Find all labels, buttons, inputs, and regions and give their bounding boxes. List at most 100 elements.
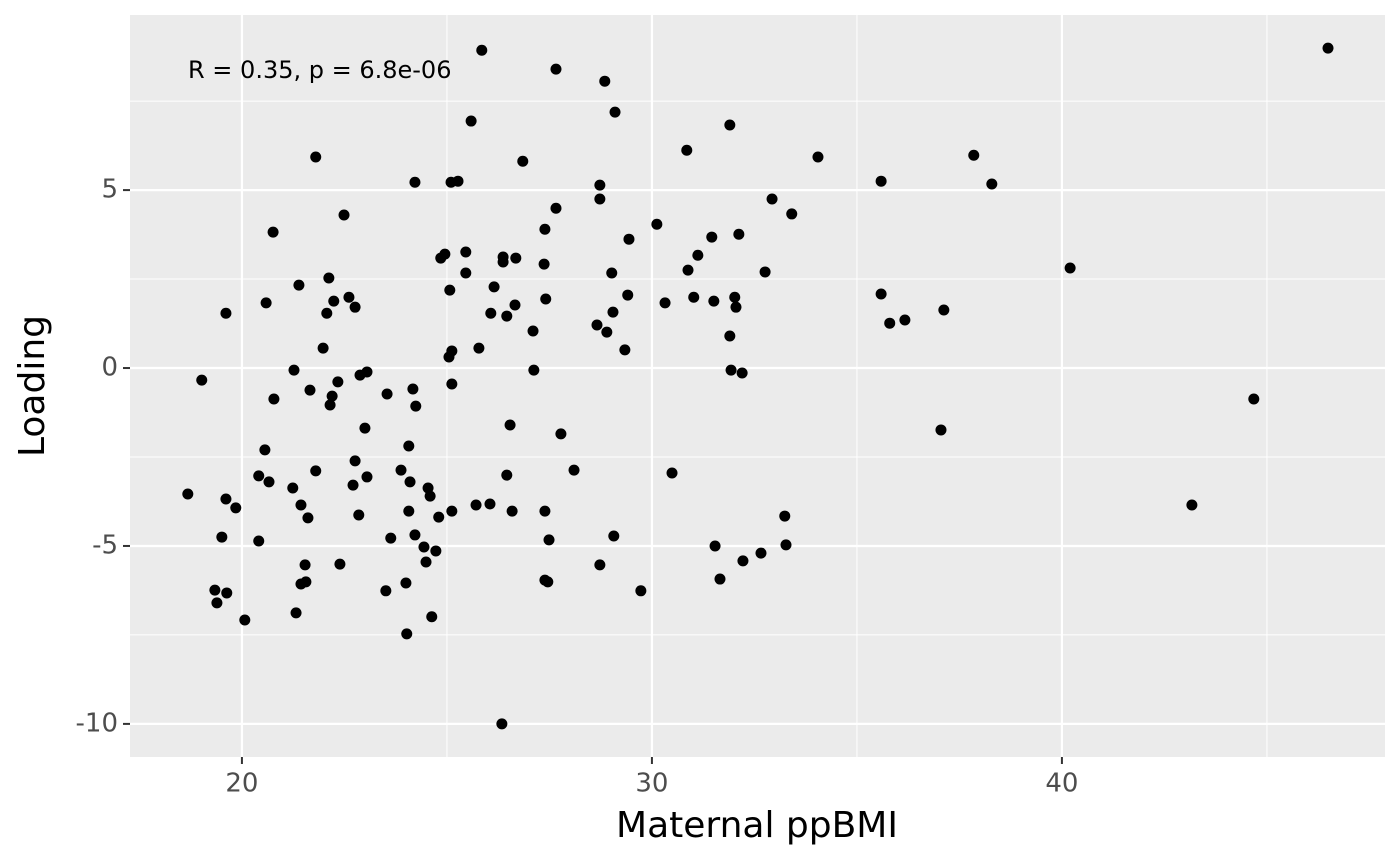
point xyxy=(659,297,671,309)
point xyxy=(601,326,613,338)
point xyxy=(426,611,438,623)
point xyxy=(465,115,477,127)
point xyxy=(935,424,947,436)
point xyxy=(968,149,980,161)
point xyxy=(470,499,482,511)
point xyxy=(875,288,887,300)
point xyxy=(594,559,606,571)
point xyxy=(497,256,509,268)
y-axis-title: Loading xyxy=(12,315,53,457)
point xyxy=(729,291,741,303)
point xyxy=(484,498,496,510)
point xyxy=(295,499,307,511)
points xyxy=(182,42,1334,730)
point xyxy=(310,465,322,477)
point xyxy=(430,545,442,557)
point xyxy=(476,44,488,56)
x-tick-label: 20 xyxy=(225,769,258,799)
point xyxy=(594,193,606,205)
point xyxy=(1186,499,1198,511)
point xyxy=(736,367,748,379)
point xyxy=(1248,393,1260,405)
point xyxy=(488,281,500,293)
point xyxy=(310,151,322,163)
point xyxy=(755,547,767,559)
point xyxy=(725,364,737,376)
point xyxy=(623,233,635,245)
point xyxy=(501,310,513,322)
point xyxy=(361,471,373,483)
point xyxy=(607,306,619,318)
point xyxy=(539,223,551,235)
point xyxy=(884,317,896,329)
point xyxy=(708,295,720,307)
point xyxy=(446,378,458,390)
point xyxy=(287,482,299,494)
point xyxy=(182,488,194,500)
point xyxy=(496,718,508,730)
point xyxy=(326,390,338,402)
point xyxy=(609,106,621,118)
point xyxy=(332,376,344,388)
point xyxy=(239,614,251,626)
point xyxy=(452,175,464,187)
point xyxy=(460,246,472,258)
point xyxy=(304,384,316,396)
point xyxy=(733,228,745,240)
point xyxy=(230,502,242,514)
point xyxy=(401,628,413,640)
point xyxy=(473,342,485,354)
point xyxy=(509,299,521,311)
point xyxy=(899,314,911,326)
x-tick-label: 40 xyxy=(1045,769,1078,799)
point xyxy=(714,573,726,585)
point xyxy=(439,248,451,260)
point xyxy=(986,178,998,190)
point xyxy=(446,345,458,357)
point xyxy=(409,529,421,541)
point xyxy=(343,291,355,303)
point xyxy=(409,176,421,188)
point xyxy=(568,464,580,476)
point xyxy=(812,151,824,163)
point xyxy=(651,218,663,230)
point xyxy=(591,319,603,331)
point xyxy=(724,330,736,342)
point xyxy=(528,364,540,376)
point xyxy=(875,175,887,187)
point xyxy=(543,534,555,546)
point xyxy=(501,469,513,481)
point xyxy=(407,383,419,395)
y-tick-label: -5 xyxy=(92,530,118,560)
point xyxy=(538,258,550,270)
point xyxy=(299,559,311,571)
point xyxy=(293,279,305,291)
point xyxy=(263,476,275,488)
point xyxy=(347,479,359,491)
point xyxy=(542,576,554,588)
point xyxy=(317,342,329,354)
point xyxy=(692,249,704,261)
point xyxy=(539,505,551,517)
point xyxy=(418,541,430,553)
point xyxy=(608,530,620,542)
point xyxy=(216,531,228,543)
point xyxy=(594,179,606,191)
y-tick-label: 0 xyxy=(101,353,118,383)
point xyxy=(324,399,336,411)
point xyxy=(724,119,736,131)
x-tick-label: 30 xyxy=(635,769,668,799)
point xyxy=(622,289,634,301)
point xyxy=(510,252,522,264)
point xyxy=(323,272,335,284)
point xyxy=(540,293,552,305)
point xyxy=(606,267,618,279)
point xyxy=(504,419,516,431)
point xyxy=(599,75,611,87)
point xyxy=(938,304,950,316)
point xyxy=(359,422,371,434)
point xyxy=(349,455,361,467)
x-axis-title: Maternal ppBMI xyxy=(616,805,898,846)
point xyxy=(259,444,271,456)
